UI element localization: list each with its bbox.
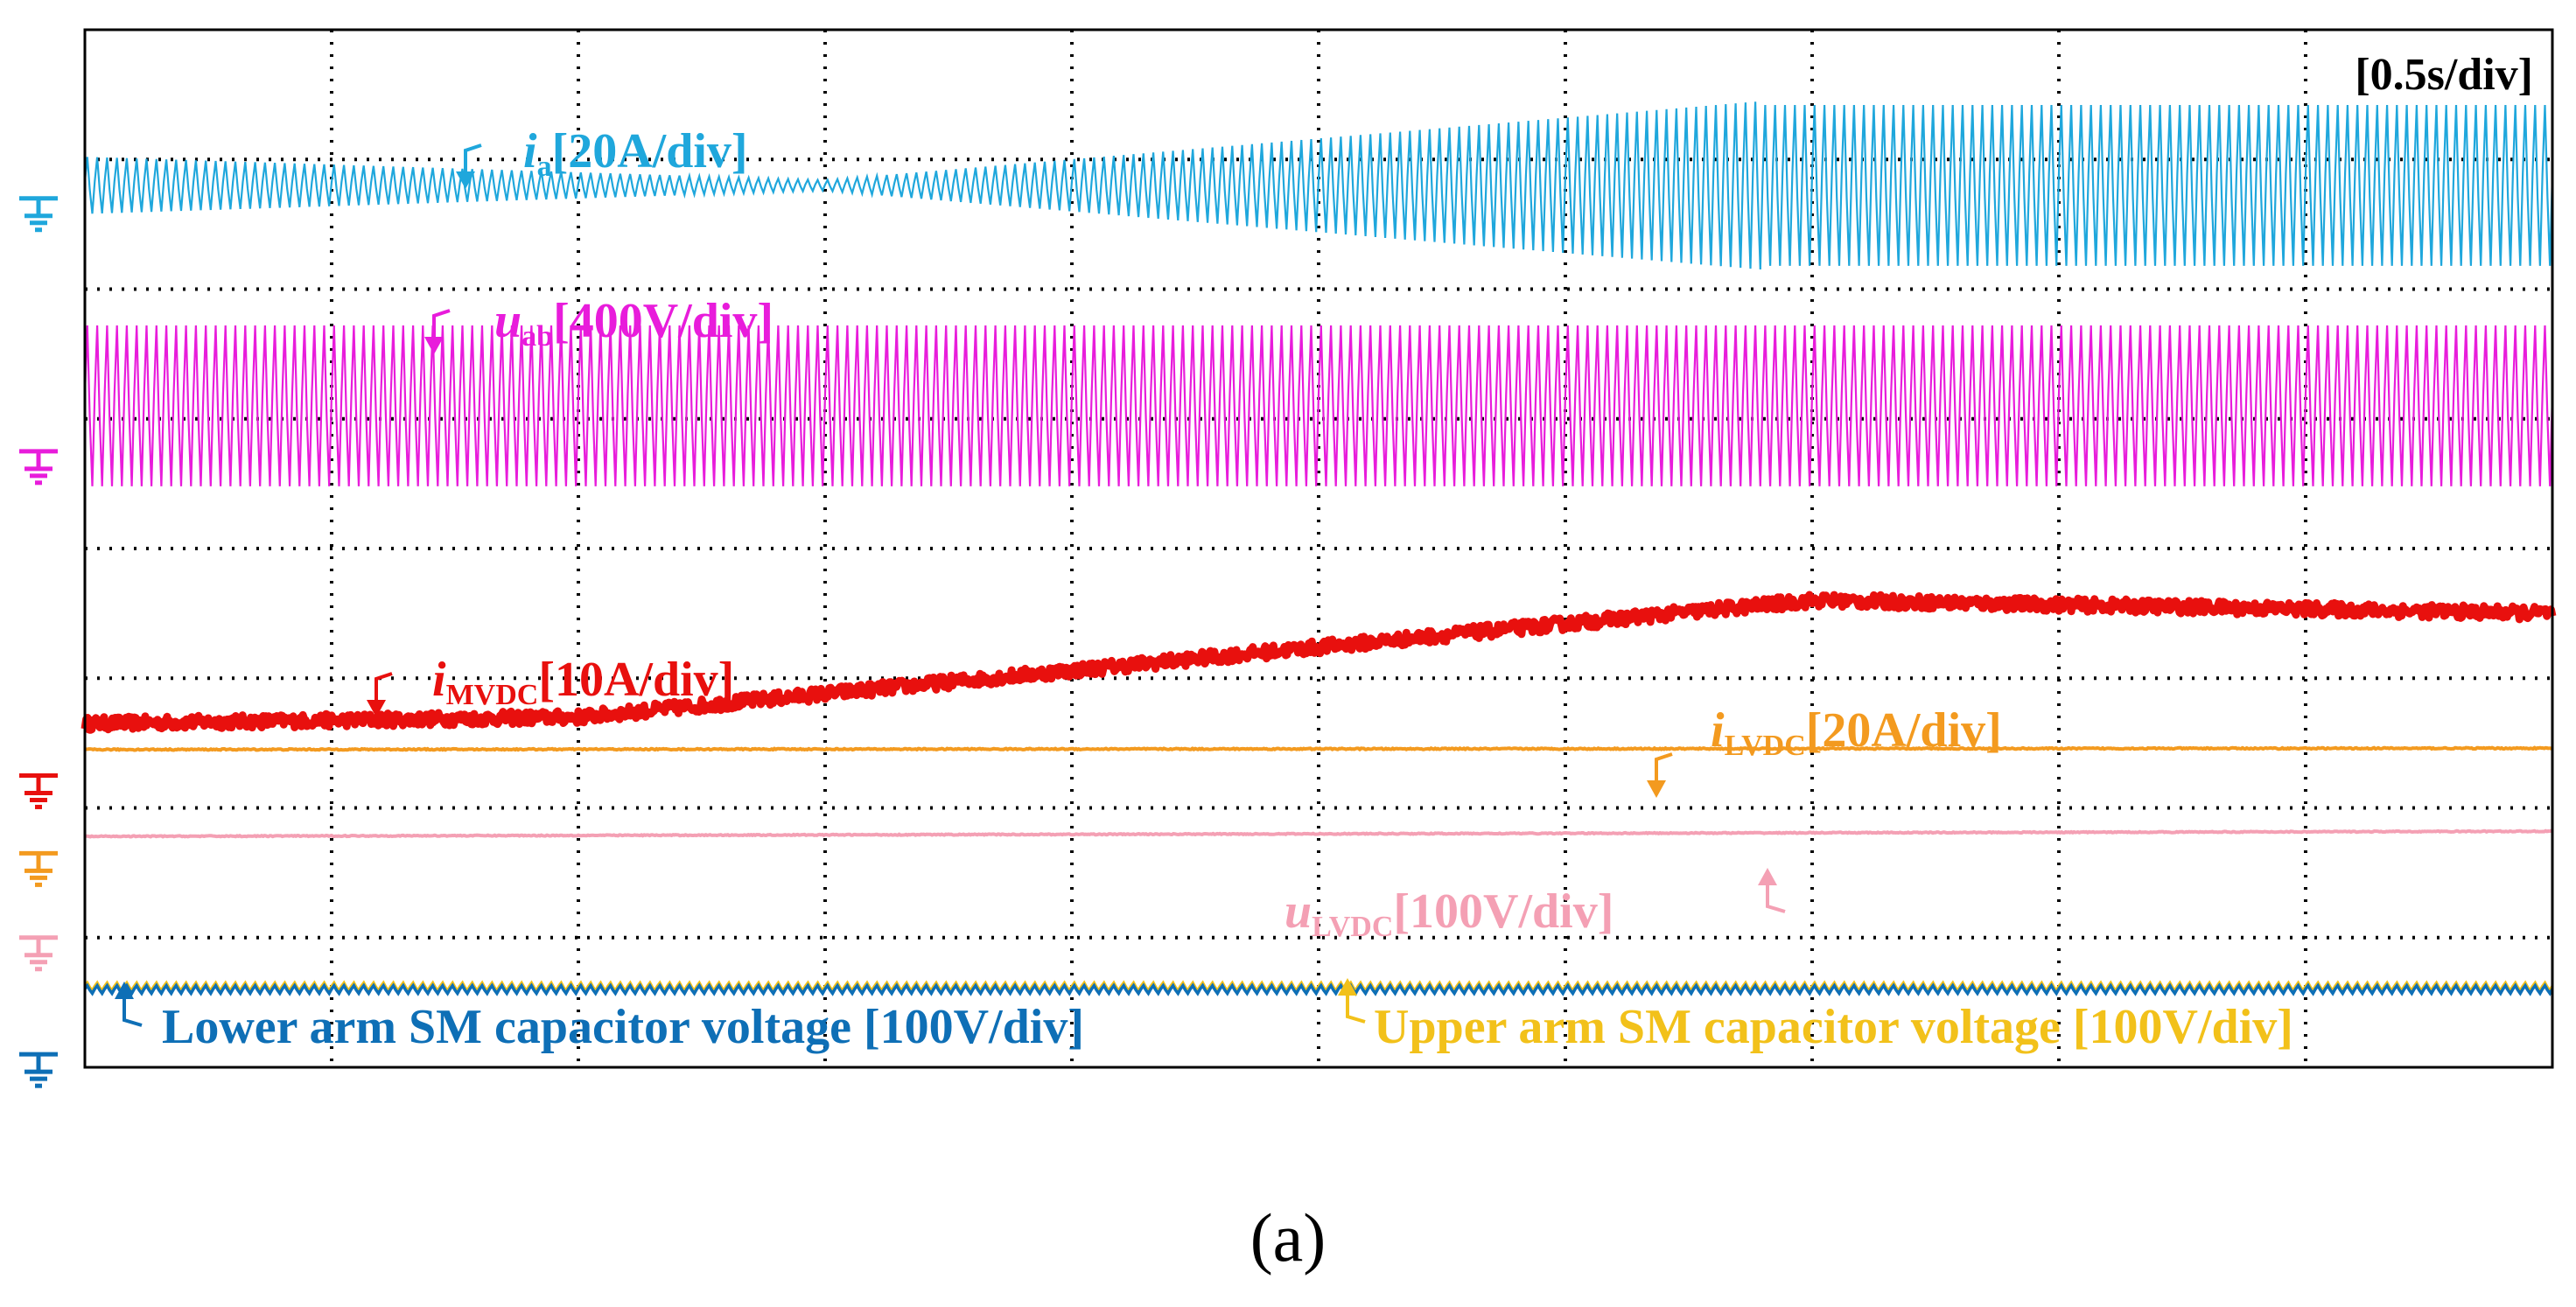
ground-marker-uab xyxy=(19,449,58,486)
label-upper-scale: [100V/div] xyxy=(2073,1000,2293,1054)
trace-imvdc xyxy=(80,591,2557,734)
ground-marker-ulvdc xyxy=(19,935,58,972)
trace-ulvdc xyxy=(84,828,2554,839)
label-upper-text: Upper arm SM capacitor voltage xyxy=(1374,1000,2073,1054)
figure-caption: (a) xyxy=(1250,1199,1326,1276)
label-imvdc-scale: [10A/div] xyxy=(538,653,734,707)
label-upper: Upper arm SM capacitor voltage [100V/div… xyxy=(1338,978,2293,1054)
svg-text:ia[20A/div]: ia[20A/div] xyxy=(523,124,748,183)
ground-marker-ia xyxy=(19,196,58,233)
time-scale-label: [0.5s/div] xyxy=(2355,50,2533,100)
label-uab: uab[400V/div] xyxy=(424,294,774,354)
trace-uab xyxy=(83,325,2554,486)
label-lower: Lower arm SM capacitor voltage [100V/div… xyxy=(115,982,1084,1054)
label-ilvdc-symbol: i xyxy=(1711,703,1725,758)
label-ulvdc-subscript: LVDC xyxy=(1312,911,1393,943)
label-ulvdc: uLVDC[100V/div] xyxy=(1284,868,1786,943)
trace-ia xyxy=(83,101,2554,270)
ground-marker-lower xyxy=(19,1052,58,1088)
ground-markers xyxy=(19,196,58,1088)
label-imvdc: iMVDC[10A/div] xyxy=(367,653,734,717)
label-ilvdc: iLVDC[20A/div] xyxy=(1647,703,2002,798)
svg-text:Upper arm SM capacitor voltage: Upper arm SM capacitor voltage [100V/div… xyxy=(1374,1000,2293,1054)
label-ilvdc-subscript: LVDC xyxy=(1725,730,1806,762)
label-imvdc-subscript: MVDC xyxy=(446,679,539,711)
label-ia: ia[20A/div] xyxy=(456,124,748,189)
label-lower-text: Lower arm SM capacitor voltage xyxy=(162,1000,864,1054)
svg-text:iMVDC[10A/div]: iMVDC[10A/div] xyxy=(432,653,734,711)
label-uab-subscript: ab xyxy=(522,320,553,353)
trace-ilvdc xyxy=(84,745,2553,752)
svg-text:uLVDC[100V/div]: uLVDC[100V/div] xyxy=(1284,884,1614,943)
ground-marker-ilvdc xyxy=(19,850,58,887)
label-imvdc-symbol: i xyxy=(432,653,446,707)
trace-labels: ia[20A/div]uab[400V/div]iMVDC[10A/div]iL… xyxy=(115,124,2293,1054)
label-ia-scale: [20A/div] xyxy=(552,124,748,178)
trace-lower xyxy=(83,982,2554,996)
label-ulvdc-scale: [100V/div] xyxy=(1393,884,1614,939)
label-ia-subscript: a xyxy=(537,150,552,183)
label-lower-scale: [100V/div] xyxy=(864,1000,1084,1054)
ground-marker-imvdc xyxy=(19,772,58,809)
svg-text:iLVDC[20A/div]: iLVDC[20A/div] xyxy=(1711,703,2002,762)
label-ia-symbol: i xyxy=(523,124,537,178)
plot-frame xyxy=(83,28,2554,1069)
label-ilvdc-scale: [20A/div] xyxy=(1806,703,2002,758)
traces xyxy=(80,101,2557,996)
label-uab-symbol: u xyxy=(494,294,522,348)
svg-text:uab[400V/div]: uab[400V/div] xyxy=(494,294,774,353)
label-ulvdc-symbol: u xyxy=(1284,884,1312,939)
label-uab-scale: [400V/div] xyxy=(553,294,774,348)
svg-text:Lower arm SM capacitor voltage: Lower arm SM capacitor voltage [100V/div… xyxy=(162,1000,1084,1054)
